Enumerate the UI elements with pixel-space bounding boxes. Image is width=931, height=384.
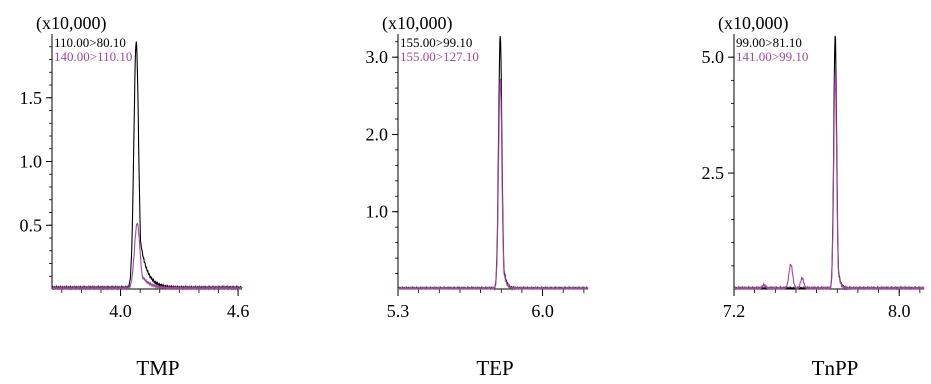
y-tick-label: 1.0: [366, 202, 389, 222]
y-tick-label: 5.0: [702, 47, 725, 67]
x-tick-label: 5.3: [387, 301, 410, 321]
x-tick-label: 4.0: [109, 301, 132, 321]
legend-entry: 155.00>127.10: [400, 49, 479, 64]
series-line-0: [397, 36, 589, 291]
series-line-1: [733, 72, 925, 291]
series-line-0: [51, 41, 243, 291]
x-tick-label: 4.6: [227, 301, 250, 321]
y-tick-label: 0.5: [20, 215, 43, 235]
series-line-1: [397, 78, 589, 291]
chart-panel-0: (x10,000) 0.5 1.0 1.5 4.0 4.6 110.00>80.10140.…: [20, 13, 250, 321]
y-tick-label: 1.0: [20, 152, 43, 172]
chart-panel-1: (x10,000) 1.0 2.0 3.0 5.3 6.0 155.00>99.10155.…: [366, 13, 589, 321]
legend-entry: 140.00>110.10: [54, 49, 132, 64]
scale-label: (x10,000): [718, 13, 789, 34]
x-tick-label: 7.2: [723, 301, 746, 321]
caption-tmp: TMP: [136, 356, 180, 380]
legend-entry: 110.00>80.10: [54, 35, 126, 50]
x-tick-label: 8.0: [888, 301, 911, 321]
y-tick-label: 2.0: [366, 124, 389, 144]
legend-entry: 99.00>81.10: [736, 35, 802, 50]
y-tick-label: 3.0: [366, 47, 389, 67]
legend-entry: 155.00>99.10: [400, 35, 472, 50]
legend-entry: 141.00>99.10: [736, 49, 808, 64]
y-tick-label: 2.5: [702, 163, 725, 183]
caption-tnpp: TnPP: [811, 356, 859, 380]
chart-panel-2: (x10,000) 2.5 5.0 7.2 8.0 99.00>81.10141.00>9…: [702, 13, 925, 321]
y-tick-label: 1.5: [20, 88, 43, 108]
scale-label: (x10,000): [382, 13, 453, 34]
caption-tep: TEP: [476, 356, 514, 380]
series-line-0: [733, 35, 925, 291]
x-tick-label: 6.0: [531, 301, 554, 321]
series-line-1: [51, 222, 243, 291]
scale-label: (x10,000): [36, 13, 107, 34]
